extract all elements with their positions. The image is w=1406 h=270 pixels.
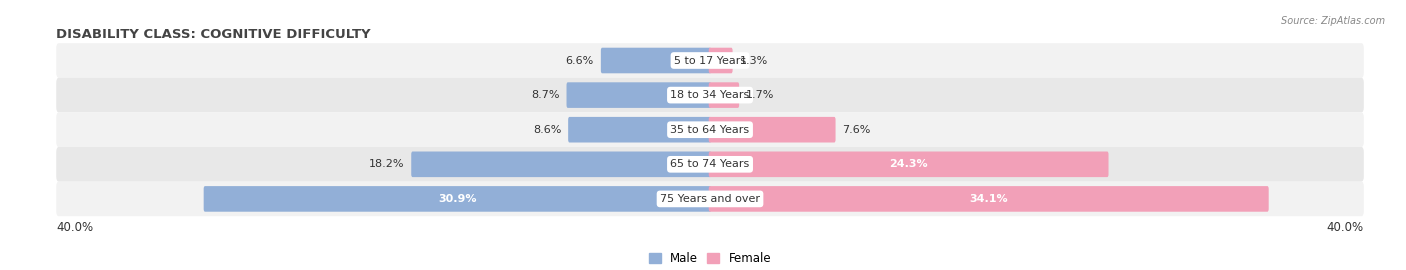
- Text: 1.3%: 1.3%: [740, 56, 768, 66]
- FancyBboxPatch shape: [709, 82, 740, 108]
- Text: 65 to 74 Years: 65 to 74 Years: [671, 159, 749, 169]
- FancyBboxPatch shape: [56, 43, 1364, 78]
- Text: 40.0%: 40.0%: [56, 221, 93, 234]
- Legend: Male, Female: Male, Female: [645, 249, 775, 269]
- Text: Source: ZipAtlas.com: Source: ZipAtlas.com: [1281, 16, 1385, 26]
- FancyBboxPatch shape: [56, 182, 1364, 216]
- FancyBboxPatch shape: [567, 82, 711, 108]
- Text: 6.6%: 6.6%: [565, 56, 593, 66]
- Text: 1.7%: 1.7%: [747, 90, 775, 100]
- FancyBboxPatch shape: [709, 117, 835, 143]
- Text: 8.7%: 8.7%: [531, 90, 560, 100]
- Text: 75 Years and over: 75 Years and over: [659, 194, 761, 204]
- Text: 40.0%: 40.0%: [1327, 221, 1364, 234]
- Text: 7.6%: 7.6%: [842, 125, 870, 135]
- Text: 34.1%: 34.1%: [969, 194, 1008, 204]
- Text: DISABILITY CLASS: COGNITIVE DIFFICULTY: DISABILITY CLASS: COGNITIVE DIFFICULTY: [56, 28, 371, 42]
- Text: 5 to 17 Years: 5 to 17 Years: [673, 56, 747, 66]
- Text: 30.9%: 30.9%: [439, 194, 477, 204]
- FancyBboxPatch shape: [56, 112, 1364, 147]
- FancyBboxPatch shape: [600, 48, 711, 73]
- FancyBboxPatch shape: [709, 151, 1108, 177]
- Text: 24.3%: 24.3%: [890, 159, 928, 169]
- FancyBboxPatch shape: [709, 48, 733, 73]
- FancyBboxPatch shape: [709, 186, 1268, 212]
- Text: 18 to 34 Years: 18 to 34 Years: [671, 90, 749, 100]
- FancyBboxPatch shape: [204, 186, 711, 212]
- FancyBboxPatch shape: [56, 78, 1364, 112]
- Text: 8.6%: 8.6%: [533, 125, 561, 135]
- FancyBboxPatch shape: [411, 151, 711, 177]
- Text: 18.2%: 18.2%: [368, 159, 405, 169]
- Text: 35 to 64 Years: 35 to 64 Years: [671, 125, 749, 135]
- FancyBboxPatch shape: [568, 117, 711, 143]
- FancyBboxPatch shape: [56, 147, 1364, 182]
